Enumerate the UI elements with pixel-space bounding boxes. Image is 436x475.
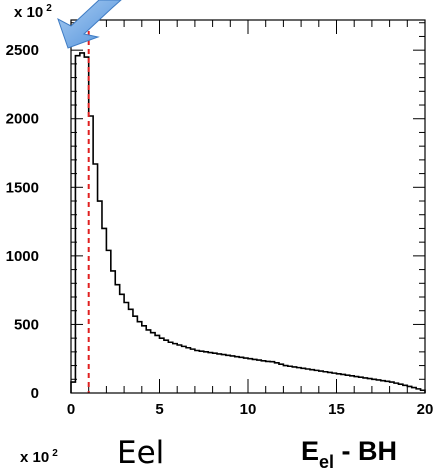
callout-arrow [57,0,122,49]
y-tick-label: 2000 [6,111,39,128]
y-multiplier-label: x 10 2 [14,3,52,21]
x-tick-label: 0 [67,401,75,418]
plot-frame [70,19,426,394]
y-tick-labels: 0 500 1000 1500 2000 2500 [6,42,39,402]
x-tick-label: 20 [417,401,434,418]
y-tick-label: 0 [31,385,39,402]
y-tick-label: 1000 [6,248,39,265]
x-tick-label: 15 [328,401,345,418]
y-tick-label: 500 [14,316,39,333]
x-tick-labels: 0 5 10 15 20 [67,401,434,418]
x-axis-title: Eel - BH [301,436,397,472]
x-variable-label: Eel [117,435,164,471]
y-tick-label: 1500 [6,179,39,196]
histogram-series [70,52,426,393]
x-tick-label: 10 [240,401,257,418]
x-tick-label: 5 [155,401,163,418]
x-multiplier-label: x 10 2 [20,448,58,466]
axis-ticks [70,20,426,394]
y-tick-label: 2500 [6,42,39,59]
